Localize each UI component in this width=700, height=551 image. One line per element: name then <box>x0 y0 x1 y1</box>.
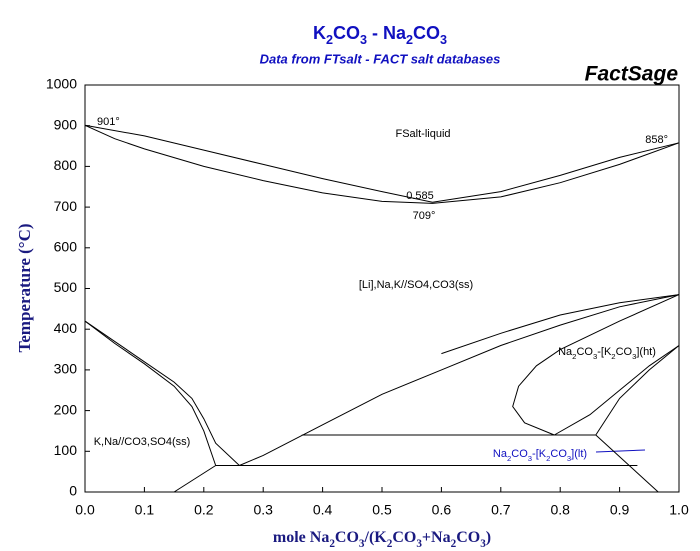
x-tick-label: 0.6 <box>432 502 452 518</box>
phase-boundary <box>84 124 680 204</box>
chart-subtitle: Data from FTsalt - FACT salt databases <box>260 51 501 66</box>
annotation: 901° <box>97 116 120 128</box>
phase-boundary <box>84 320 240 466</box>
annotation: [Li],Na,K//SO4,CO3(ss) <box>359 279 473 291</box>
y-tick-label: 400 <box>54 320 78 336</box>
phase-boundary <box>84 124 680 203</box>
y-tick-label: 200 <box>54 401 78 417</box>
x-tick-label: 0.4 <box>313 502 333 518</box>
x-tick-label: 0.9 <box>610 502 630 518</box>
x-tick-label: 0.0 <box>75 502 95 518</box>
chart-title: K2CO3 - Na2CO3 <box>313 23 447 48</box>
y-tick-label: 100 <box>54 442 78 458</box>
annotation: 0.585 <box>406 190 434 202</box>
phase-boundary <box>512 294 680 436</box>
x-tick-label: 0.5 <box>372 502 392 518</box>
annotation: 709° <box>413 210 436 222</box>
annotation: Na2CO3-[K2CO3](lt) <box>493 448 587 463</box>
annotation: Na2CO3-[K2CO3](ht) <box>558 346 656 361</box>
phase-boundary <box>84 320 217 466</box>
phase-boundary <box>595 434 659 493</box>
x-tick-label: 0.7 <box>491 502 511 518</box>
label-pointer <box>595 449 646 453</box>
phase-boundary <box>554 345 680 436</box>
y-tick-label: 1000 <box>46 76 77 92</box>
annotation: K,Na//CO3,SO4(ss) <box>94 436 191 448</box>
phase-boundary <box>441 294 680 355</box>
y-tick-label: 600 <box>54 239 78 255</box>
y-tick-label: 800 <box>54 157 78 173</box>
x-tick-label: 0.8 <box>550 502 570 518</box>
y-tick-label: 0 <box>69 483 77 499</box>
x-tick-label: 0.2 <box>194 502 214 518</box>
y-tick-label: 700 <box>54 198 78 214</box>
x-axis-label: mole Na2CO3/(K2CO3+Na2CO3) <box>273 529 491 550</box>
x-tick-label: 0.1 <box>135 502 155 518</box>
phase-boundary <box>239 294 680 466</box>
phase-boundary <box>173 465 216 493</box>
annotation: FSalt-liquid <box>395 128 450 140</box>
annotation: 858° <box>645 134 668 146</box>
y-tick-label: 300 <box>54 361 78 377</box>
brand: FactSage <box>585 63 679 86</box>
y-tick-label: 900 <box>54 116 78 132</box>
y-tick-label: 500 <box>54 279 78 295</box>
x-tick-label: 0.3 <box>253 502 273 518</box>
phase-boundary <box>595 345 680 436</box>
y-axis-label: Temperature (°C) <box>15 223 34 352</box>
x-tick-label: 1.0 <box>669 502 689 518</box>
